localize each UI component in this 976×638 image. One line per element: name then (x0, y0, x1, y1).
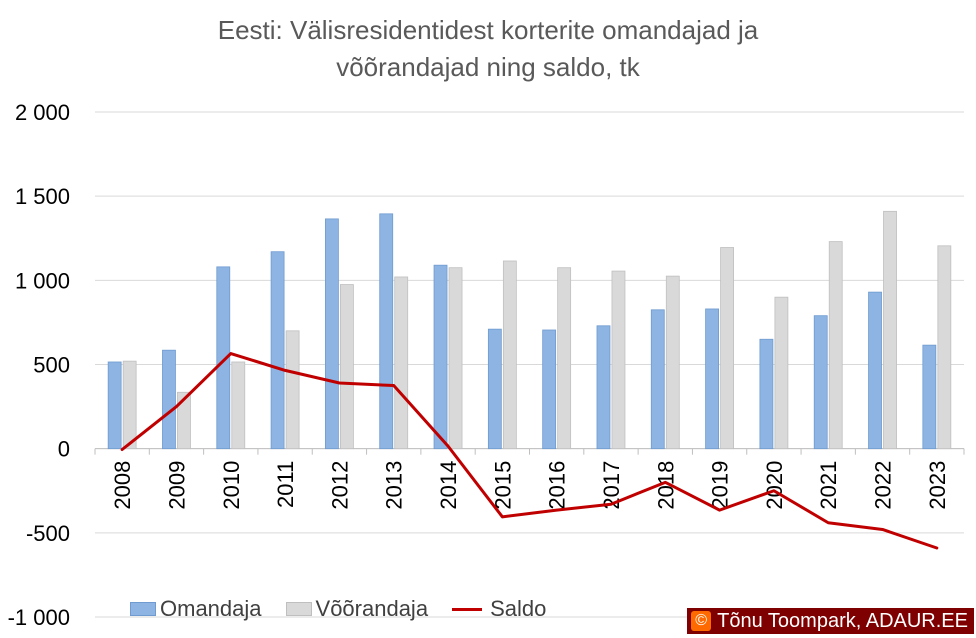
x-tick-label: 2021 (816, 461, 841, 510)
legend-swatch-voorandaja (285, 602, 312, 616)
y-tick-label: -500 (26, 521, 70, 546)
bar-võõrandaja (720, 247, 734, 450)
bar-omandaja (542, 329, 557, 450)
y-tick-label: -1 000 (8, 605, 70, 630)
bar-võõrandaja (611, 270, 626, 450)
bar-omandaja (487, 328, 502, 450)
x-tick-label: 2016 (545, 461, 570, 510)
bar-omandaja (596, 325, 611, 450)
bar-omandaja (922, 344, 937, 450)
x-tick-label: 2017 (599, 461, 624, 510)
bar-omandaja (162, 349, 176, 450)
legend-label-saldo: Saldo (490, 596, 547, 621)
legend-label-voorandaja: Võõrandaja (315, 596, 429, 621)
chart-title: Eesti: Välisresidentidest korterite oman… (0, 12, 976, 86)
bar-omandaja (107, 361, 122, 450)
x-tick-label: 2022 (871, 461, 896, 510)
legend-item-omandaja: Omandaja (130, 596, 262, 622)
x-tick-label: 2013 (382, 461, 407, 510)
bar-omandaja (433, 264, 448, 450)
legend-swatch-saldo (452, 607, 483, 611)
x-tick-label: 2019 (708, 461, 733, 510)
legend-swatch-omandaja (130, 602, 156, 616)
bar-võõrandaja (177, 391, 191, 450)
chart-title-line-1: Eesti: Välisresidentidest korterite oman… (217, 15, 759, 45)
bar-võõrandaja (340, 284, 354, 450)
chart-title-line-2: võõrandajad ning saldo, tk (336, 52, 640, 82)
x-tick-label: 2010 (219, 461, 244, 510)
x-tick-label: 2023 (925, 461, 950, 510)
x-tick-label: 2008 (110, 461, 135, 510)
x-tick-label: 2020 (762, 461, 787, 510)
x-tick-label: 2014 (436, 461, 461, 510)
credit-text: Tõnu Toompark, ADAUR.EE (717, 610, 968, 632)
y-tick-label: 1 000 (15, 268, 70, 293)
bar-omandaja (705, 308, 719, 450)
x-tick-label: 2012 (327, 461, 352, 510)
x-tick-label: 2011 (273, 461, 298, 508)
bar-omandaja (270, 251, 285, 450)
y-tick-label: 1 500 (15, 184, 70, 209)
bar-võõrandaja (937, 245, 952, 450)
bar-võõrandaja (122, 360, 137, 450)
bar-omandaja (813, 315, 828, 450)
bar-omandaja (379, 213, 394, 450)
copyright-icon: © (691, 611, 712, 631)
bar-omandaja (325, 218, 339, 450)
chart-legend: Omandaja Võõrandaja Saldo (130, 595, 570, 623)
y-tick-label: 500 (33, 353, 70, 378)
line-saldo (120, 352, 939, 550)
bar-võõrandaja (883, 210, 897, 450)
y-tick-label: 2 000 (15, 100, 70, 125)
bar-võõrandaja (774, 296, 789, 450)
x-tick-label: 2015 (490, 461, 515, 510)
y-tick-label: 0 (58, 437, 70, 462)
bar-võõrandaja (828, 241, 843, 450)
bar-võõrandaja (394, 276, 409, 450)
legend-label-omandaja: Omandaja (160, 596, 262, 621)
bar-omandaja (868, 291, 882, 450)
bar-omandaja (650, 309, 665, 450)
legend-item-voorandaja: Võõrandaja (285, 596, 429, 622)
bar-võõrandaja (502, 260, 517, 450)
legend-item-saldo: Saldo (452, 596, 546, 622)
bar-võõrandaja (448, 267, 463, 450)
bar-võõrandaja (665, 275, 680, 450)
bar-võõrandaja (557, 267, 572, 450)
copyright-credit: © Tõnu Toompark, ADAUR.EE (687, 608, 974, 634)
x-tick-label: 2009 (164, 461, 189, 510)
bar-võõrandaja (285, 330, 300, 450)
bar-omandaja (759, 338, 774, 450)
bar-omandaja (216, 266, 231, 450)
bar-võõrandaja (231, 361, 246, 450)
